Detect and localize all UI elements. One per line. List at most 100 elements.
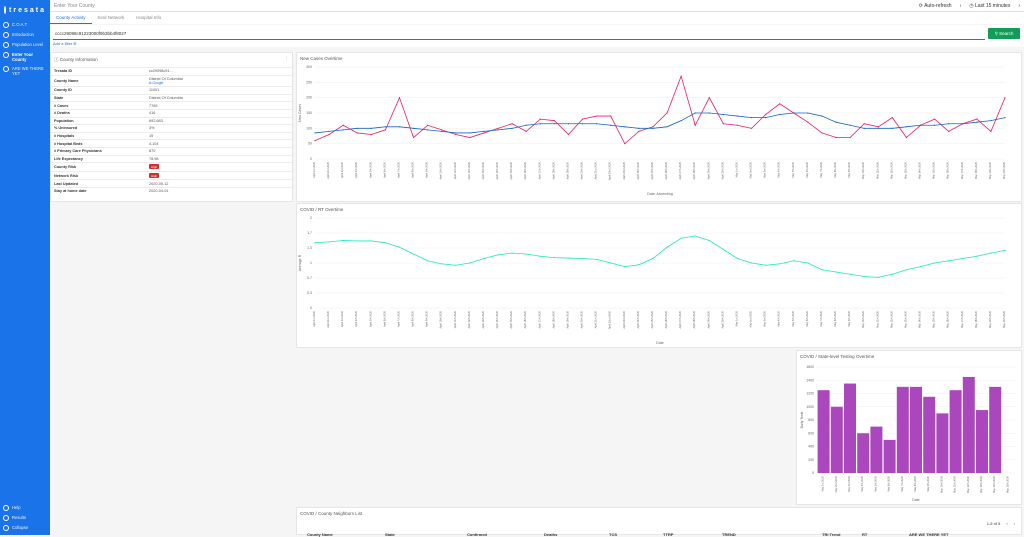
data-point[interactable] (427, 129, 429, 131)
data-point[interactable] (370, 127, 372, 129)
data-point[interactable] (990, 252, 992, 254)
data-point[interactable] (314, 242, 316, 244)
data-point[interactable] (807, 121, 809, 123)
data-point[interactable] (441, 263, 443, 265)
next-page-button[interactable]: › (1013, 521, 1015, 526)
data-point[interactable] (849, 136, 851, 139)
bar[interactable] (817, 390, 830, 473)
data-point[interactable] (849, 124, 851, 126)
data-point[interactable] (765, 117, 767, 119)
data-point[interactable] (863, 127, 865, 129)
data-point[interactable] (441, 130, 443, 132)
data-point[interactable] (483, 257, 485, 260)
data-point[interactable] (328, 133, 330, 136)
data-point[interactable] (342, 239, 344, 242)
data-point[interactable] (891, 273, 893, 275)
data-point[interactable] (356, 132, 358, 134)
sidebar-item-results[interactable]: Results (0, 513, 50, 523)
data-point[interactable] (469, 262, 471, 264)
data-point[interactable] (412, 127, 415, 129)
data-point[interactable] (835, 121, 837, 123)
data-point[interactable] (624, 266, 626, 268)
bar[interactable] (857, 433, 870, 473)
sidebar-item-introduction[interactable]: Introduction (0, 30, 50, 40)
data-point[interactable] (990, 120, 992, 122)
auto-refresh-button[interactable]: ⟳ Auto-refresh (918, 2, 952, 9)
data-point[interactable] (525, 130, 527, 132)
data-point[interactable] (680, 237, 682, 239)
data-point[interactable] (652, 127, 654, 129)
data-point[interactable] (976, 255, 978, 257)
data-point[interactable] (694, 235, 696, 237)
data-point[interactable] (919, 124, 922, 126)
data-point[interactable] (666, 126, 668, 128)
data-point[interactable] (356, 127, 358, 129)
data-point[interactable] (652, 126, 654, 128)
data-point[interactable] (708, 97, 710, 99)
data-point[interactable] (849, 273, 851, 275)
data-point[interactable] (1004, 249, 1006, 251)
data-point[interactable] (356, 240, 358, 242)
data-point[interactable] (680, 75, 682, 77)
data-point[interactable] (624, 143, 626, 145)
data-point[interactable] (539, 118, 541, 120)
data-point[interactable] (722, 248, 724, 251)
bar[interactable] (989, 386, 1002, 473)
data-point[interactable] (596, 123, 598, 125)
data-point[interactable] (596, 258, 598, 260)
data-point[interactable] (835, 136, 837, 139)
sidebar-item-collapse[interactable]: Collapse (0, 523, 50, 533)
data-point[interactable] (567, 123, 570, 125)
data-point[interactable] (708, 239, 710, 242)
data-point[interactable] (370, 240, 372, 242)
data-point[interactable] (370, 133, 372, 136)
data-point[interactable] (441, 129, 443, 131)
tab-kind-network[interactable]: Kind Network (97, 15, 125, 20)
sidebar-item-help[interactable]: Help (0, 503, 50, 513)
data-point[interactable] (722, 123, 724, 125)
data-point[interactable] (455, 264, 457, 266)
data-point[interactable] (736, 115, 739, 117)
data-point[interactable] (750, 127, 753, 129)
data-point[interactable] (821, 132, 823, 134)
google-link[interactable]: ⧉ Google (149, 80, 164, 85)
data-point[interactable] (412, 253, 415, 255)
data-point[interactable] (976, 118, 978, 120)
data-point[interactable] (511, 252, 513, 254)
data-point[interactable] (469, 136, 471, 139)
data-point[interactable] (525, 253, 527, 255)
data-point[interactable] (483, 132, 485, 134)
data-point[interactable] (384, 242, 387, 244)
data-point[interactable] (581, 257, 584, 260)
data-point[interactable] (905, 136, 908, 139)
data-point[interactable] (694, 112, 696, 114)
data-point[interactable] (750, 117, 753, 119)
data-point[interactable] (553, 123, 555, 125)
card-menu-icon[interactable]: ⋮ (284, 56, 289, 62)
data-point[interactable] (779, 263, 781, 265)
bar[interactable] (830, 406, 843, 473)
data-point[interactable] (905, 269, 908, 271)
data-point[interactable] (821, 115, 823, 117)
data-point[interactable] (567, 257, 570, 259)
bar[interactable] (870, 426, 883, 473)
data-point[interactable] (342, 124, 344, 126)
series-line-0[interactable] (314, 235, 1006, 278)
data-point[interactable] (497, 129, 499, 131)
prev-time-button[interactable]: ‹ (959, 2, 962, 9)
data-point[interactable] (835, 271, 837, 273)
sidebar-item-enter-your-county[interactable]: Enter Your County (0, 50, 50, 64)
data-point[interactable] (1004, 97, 1006, 99)
data-point[interactable] (990, 130, 992, 132)
data-point[interactable] (328, 241, 330, 243)
bar[interactable] (976, 410, 988, 473)
data-point[interactable] (750, 262, 753, 264)
data-point[interactable] (933, 262, 936, 264)
data-point[interactable] (384, 126, 387, 128)
data-point[interactable] (948, 130, 950, 132)
data-point[interactable] (933, 124, 936, 126)
data-point[interactable] (708, 112, 710, 114)
data-point[interactable] (877, 276, 879, 278)
data-point[interactable] (497, 127, 499, 129)
data-point[interactable] (455, 133, 457, 136)
